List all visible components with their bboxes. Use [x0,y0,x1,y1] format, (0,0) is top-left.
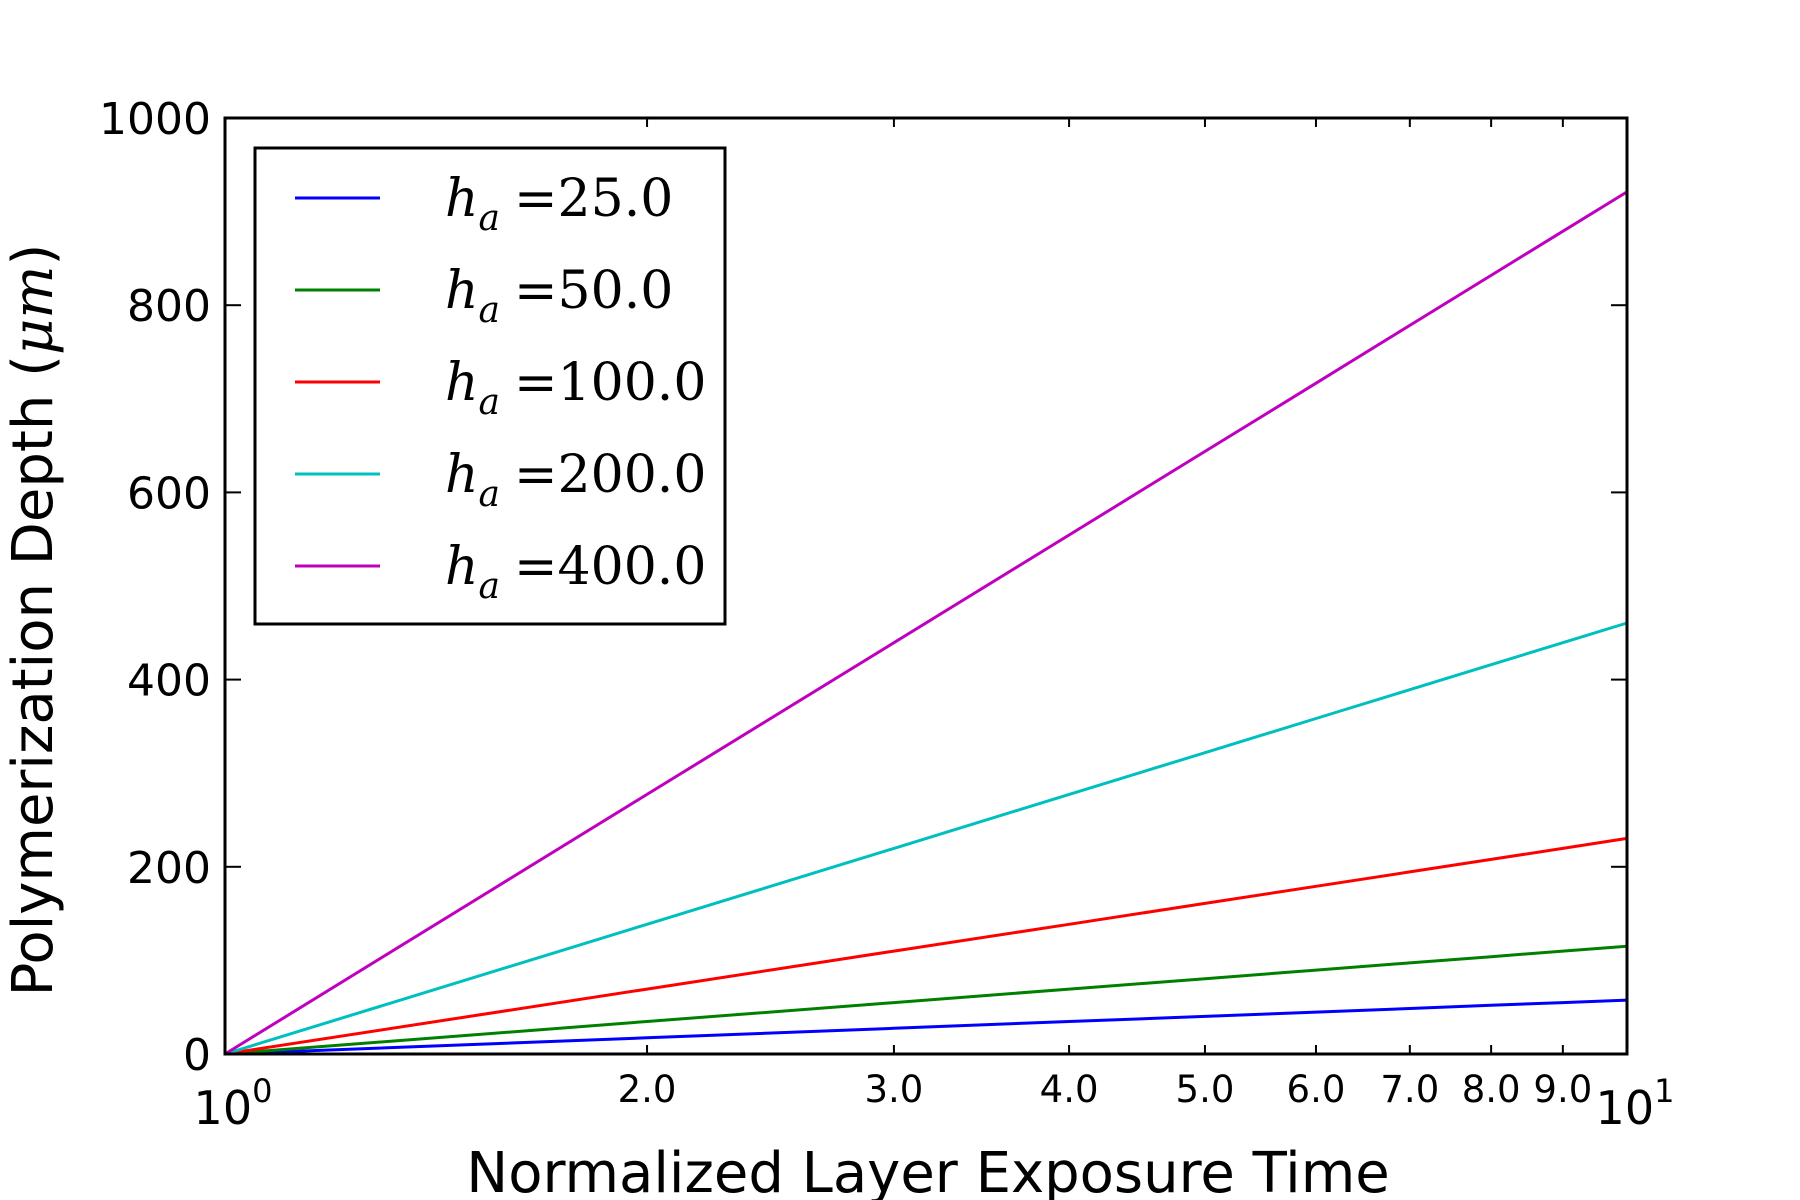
legend-value: 50.0 [558,261,674,321]
series-line-100.0 [224,836,1628,1056]
y-tick-label: 1000 [99,94,211,145]
y-axis-label-paren-close: ) [1,244,66,266]
legend-equals: = [514,353,558,413]
legend-equals: = [514,537,558,597]
y-tick-label: 400 [127,656,211,707]
x-major-tick-label: 100 [194,1072,273,1135]
legend-label-400.0: ha =400.0 [445,537,706,607]
legend-subscript: a [479,290,500,331]
x-minor-tick-label: 5.0 [1176,1068,1235,1111]
legend-symbol: h [445,353,479,413]
y-tick-label: 800 [127,281,211,332]
x-axis-label: Normalized Layer Exposure Time [466,1141,1389,1200]
y-axis-label-paren-open: ( [1,355,66,377]
x-minor-tick-label: 7.0 [1380,1068,1439,1111]
y-axis-label-unit: μm [1,266,66,356]
legend-subscript: a [479,474,500,515]
y-tick-label: 600 [127,468,211,519]
legend-equals: = [514,261,558,321]
legend-equals: = [514,169,558,229]
legend-value: 100.0 [558,353,707,413]
x-major-tick-exponent: 1 [1654,1072,1674,1110]
x-minor-tick-label: 6.0 [1287,1068,1346,1111]
series-layer [224,190,1628,1056]
x-minor-tick-label: 9.0 [1533,1068,1592,1111]
legend-box [253,146,727,626]
series-line-400.0 [224,190,1628,1056]
legend-label-200.0: ha =200.0 [445,445,706,515]
legend-symbol: h [445,445,479,505]
y-tick-label: 200 [127,843,211,894]
legend-equals: = [514,445,558,505]
y-axis-label-text: Polymerization Depth [1,395,66,997]
x-minor-tick-label: 8.0 [1462,1068,1521,1111]
series-line-200.0 [224,621,1628,1056]
legend-subscript: a [479,566,500,607]
x-minor-tick-label: 2.0 [618,1068,677,1111]
legend-label-100.0: ha =100.0 [445,353,706,423]
legend-subscript: a [479,382,500,423]
legend-label-50.0: ha =50.0 [445,261,673,331]
legend-value: 400.0 [558,537,707,597]
legend-symbol: h [445,537,479,597]
x-minor-tick-label: 3.0 [865,1068,924,1111]
y-tick-label: 0 [183,1030,211,1081]
x-minor-tick-label: 4.0 [1040,1068,1099,1111]
legend-label-25.0: ha =25.0 [445,169,673,239]
legend-symbol: h [445,169,479,229]
x-major-tick-exponent: 0 [252,1072,272,1110]
x-major-tick-base: 10 [194,1081,253,1135]
y-axis-label: Polymerization Depth (μm) [1,244,66,997]
x-major-tick-label: 101 [1596,1072,1675,1135]
legend: ha =25.0ha =50.0ha =100.0ha =200.0ha =400.0 [253,146,727,626]
series-line-50.0 [224,944,1628,1056]
legend-subscript: a [479,198,500,239]
series-line-25.0 [224,998,1628,1056]
legend-value: 25.0 [558,169,674,229]
x-major-tick-base: 10 [1596,1081,1655,1135]
legend-value: 200.0 [558,445,707,505]
legend-symbol: h [445,261,479,321]
plot-frame [223,116,1629,1056]
